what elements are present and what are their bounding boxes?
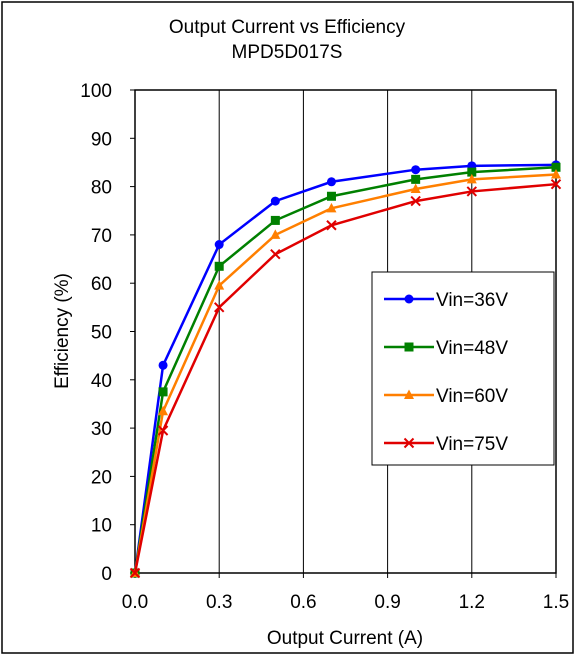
data-point-vin-75v xyxy=(213,302,225,313)
x-tick-label: 0.0 xyxy=(122,592,148,613)
data-point-vin-36v xyxy=(270,196,280,206)
data-point-vin-75v xyxy=(550,178,562,190)
legend-label-vin-48v: Vin=48V xyxy=(436,338,508,359)
legend-label-vin-36v: Vin=36V xyxy=(436,290,508,311)
y-tick-label: 80 xyxy=(91,178,112,199)
series-line-vin-36v xyxy=(133,163,557,574)
data-point-vin-60v xyxy=(551,169,561,179)
data-point-vin-48v xyxy=(467,167,477,177)
legend-label-vin-75v: Vin=75V xyxy=(436,434,508,455)
x-axis-ticks: 0.0 0.3 0.6 0.9 1.2 1.5 xyxy=(122,573,569,613)
y-tick-label: 70 xyxy=(91,226,112,247)
y-tick-label: 20 xyxy=(91,467,112,488)
data-point-vin-48v xyxy=(551,162,561,172)
legend-marker-vin-75v xyxy=(403,437,415,449)
data-point-vin-60v xyxy=(466,173,477,184)
x-tick-label: 0.9 xyxy=(374,592,400,613)
data-point-vin-48v xyxy=(214,261,224,271)
data-point-vin-75v xyxy=(270,249,281,260)
series-line-vin-60v xyxy=(133,173,557,574)
y-axis-ticks: 0 10 20 30 40 50 60 70 80 90 100 xyxy=(80,81,135,585)
data-point-vin-75v xyxy=(129,567,141,579)
x-tick-label: 1.5 xyxy=(543,592,569,613)
x-tick-label: 0.6 xyxy=(290,592,316,613)
y-tick-label: 30 xyxy=(91,419,112,440)
y-tick-label: 0 xyxy=(101,564,112,585)
chart-title: Output Current vs Efficiency xyxy=(169,17,406,38)
legend-marker-vin-36v xyxy=(404,294,414,304)
x-tick-label: 0.3 xyxy=(206,592,232,613)
data-point-vin-36v xyxy=(326,177,336,187)
legend-marker-vin-60v xyxy=(404,389,414,399)
data-point-vin-48v xyxy=(411,174,421,184)
data-point-vin-75v xyxy=(326,220,337,231)
legend-label-vin-60v: Vin=60V xyxy=(436,386,508,407)
data-point-vin-36v xyxy=(214,240,224,250)
data-point-vin-60v xyxy=(214,280,225,290)
y-axis-label: Efficiency (%) xyxy=(52,273,73,389)
y-tick-label: 100 xyxy=(80,81,112,102)
y-tick-label: 90 xyxy=(91,129,112,150)
legend-marker-vin-48v xyxy=(404,342,414,352)
y-tick-label: 10 xyxy=(91,516,112,537)
legend-box xyxy=(371,271,555,466)
legend: Vin=36V Vin=48V Vin=60V Vin=75V xyxy=(371,271,555,466)
data-point-vin-60v xyxy=(270,229,281,239)
series-line-vin-75v xyxy=(133,182,557,574)
y-tick-label: 60 xyxy=(91,274,112,295)
data-point-vin-60v xyxy=(410,183,421,194)
data-point-vin-36v xyxy=(411,165,421,175)
x-axis-label: Output Current (A) xyxy=(267,628,423,649)
y-tick-label: 40 xyxy=(91,371,112,392)
data-point-vin-60v xyxy=(326,202,337,213)
x-tick-label: 1.2 xyxy=(459,592,485,613)
series-layer xyxy=(129,160,562,579)
chart-subtitle: MPD5D017S xyxy=(232,42,343,63)
data-point-vin-75v xyxy=(410,195,421,207)
data-point-vin-36v xyxy=(158,360,168,370)
data-point-vin-48v xyxy=(326,191,336,201)
data-point-vin-60v xyxy=(158,405,169,416)
data-point-vin-48v xyxy=(270,215,280,225)
data-point-vin-75v xyxy=(466,186,478,197)
y-tick-label: 50 xyxy=(91,323,112,344)
series-line-vin-48v xyxy=(133,166,557,574)
data-point-vin-75v xyxy=(157,425,169,436)
data-point-vin-48v xyxy=(158,387,168,397)
